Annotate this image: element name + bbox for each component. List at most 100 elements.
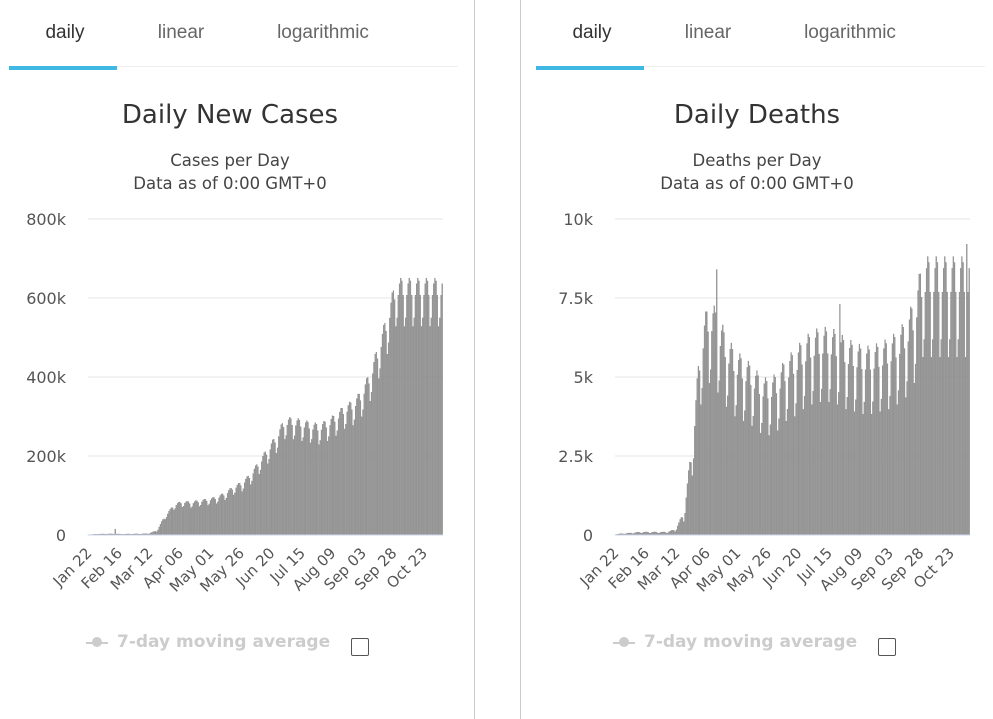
bar[interactable] [217,501,219,536]
bar[interactable] [760,432,762,536]
bar[interactable] [403,326,405,536]
bar[interactable] [719,346,721,536]
bar[interactable] [365,378,368,536]
bar[interactable] [339,411,341,536]
bar[interactable] [738,360,740,536]
bar[interactable] [808,337,810,536]
bar[interactable] [353,419,355,536]
bar[interactable] [189,503,191,536]
bar[interactable] [309,442,312,536]
bar[interactable] [318,444,320,536]
bar[interactable] [714,312,717,536]
bar[interactable] [939,357,941,536]
bar[interactable] [730,342,732,536]
bar[interactable] [943,268,945,536]
bar[interactable] [242,488,244,536]
bar[interactable] [884,339,886,536]
bar[interactable] [218,497,220,536]
bar[interactable] [336,430,338,536]
bar[interactable] [229,488,231,536]
bar[interactable] [828,402,830,536]
bar[interactable] [222,493,224,536]
bar[interactable] [769,424,771,536]
bar[interactable] [425,277,427,536]
moving-average-checkbox[interactable] [878,638,896,656]
bar[interactable] [833,329,835,536]
bar[interactable] [944,256,946,536]
bar[interactable] [896,404,898,536]
bar[interactable] [756,370,758,536]
bar[interactable] [877,346,879,536]
bar[interactable] [733,371,735,536]
bar[interactable] [337,418,340,536]
bar[interactable] [409,280,412,536]
bar[interactable] [692,458,695,536]
bar[interactable] [831,337,834,536]
bar[interactable] [703,325,706,536]
bar[interactable] [279,429,281,536]
bar[interactable] [960,268,962,536]
bar[interactable] [356,398,358,536]
bar[interactable] [414,295,416,536]
bar[interactable] [945,262,947,536]
bar[interactable] [700,404,702,536]
bar[interactable] [372,373,374,536]
bar[interactable] [841,334,843,536]
bar[interactable] [771,396,773,536]
bar[interactable] [868,349,870,536]
bar[interactable] [175,505,177,536]
bar[interactable] [245,478,247,536]
bar[interactable] [911,308,913,536]
bar[interactable] [783,364,785,536]
bar[interactable] [773,374,775,536]
bar[interactable] [894,337,896,536]
bar[interactable] [788,377,790,536]
bar[interactable] [319,440,321,536]
bar[interactable] [431,295,434,536]
bar[interactable] [872,401,874,536]
bar[interactable] [359,400,362,536]
bar[interactable] [764,377,767,536]
bar[interactable] [315,424,318,536]
bar[interactable] [728,363,730,536]
bar[interactable] [718,380,720,536]
bar[interactable] [273,438,275,536]
bar[interactable] [835,356,837,536]
bar[interactable] [348,401,351,536]
bar[interactable] [775,393,778,536]
bar[interactable] [695,400,697,536]
bar[interactable] [247,475,249,536]
bar[interactable] [278,436,280,536]
bar[interactable] [864,369,867,536]
bar[interactable] [860,348,862,536]
bar[interactable] [401,280,403,536]
bar[interactable] [167,513,169,536]
bar[interactable] [159,523,161,536]
bar[interactable] [275,453,277,536]
bar[interactable] [906,381,908,536]
bar[interactable] [885,343,887,536]
bar[interactable] [297,418,299,536]
bar[interactable] [250,484,252,536]
bar[interactable] [675,529,678,536]
bar[interactable] [779,388,781,536]
bar[interactable] [827,353,829,536]
bar[interactable] [891,343,893,536]
bar[interactable] [411,295,413,536]
bar[interactable] [670,530,673,536]
bar[interactable] [289,417,291,536]
bar[interactable] [390,302,392,536]
bar[interactable] [406,295,408,536]
tab-linear[interactable]: linear [684,22,732,43]
bar[interactable] [849,347,851,536]
bar[interactable] [357,393,359,536]
bar[interactable] [263,452,265,536]
bar[interactable] [858,343,861,536]
bar[interactable] [314,422,316,536]
bar[interactable] [169,508,171,536]
bar[interactable] [677,525,679,536]
bar[interactable] [951,268,953,536]
bar[interactable] [176,503,179,536]
bar[interactable] [230,487,232,536]
bar[interactable] [422,317,424,536]
